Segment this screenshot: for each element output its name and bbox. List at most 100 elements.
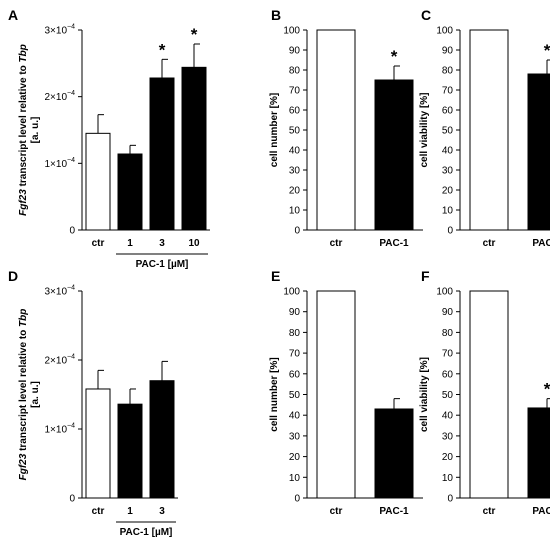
y-tick-exponent: −4 (67, 423, 75, 430)
panel-b: B 0 10 20 30 40 50 60 70 80 90 100 ctr PAC-1 * cell num… (269, 7, 423, 249)
y-tick-label: 50 (289, 390, 301, 401)
panel-f: F 0 10 20 30 40 50 60 70 80 90 100 ctr PAC-1 * cell via… (419, 268, 550, 517)
y-tick-label: 10 (289, 206, 301, 217)
bar (117, 403, 143, 499)
x-tick-label: ctr (92, 506, 105, 517)
x-tick-label: 1 (127, 506, 133, 517)
y-axis-label: Fgf23 transcript level relative to Tbp (18, 44, 29, 216)
x-tick-label: PAC-1 (379, 238, 409, 249)
bar (469, 290, 509, 499)
bar (85, 388, 111, 499)
y-tick-label: 30 (289, 431, 301, 442)
y-tick-label: 0 (294, 494, 300, 505)
significance-star: * (544, 41, 550, 60)
y-tick-label: 80 (289, 328, 301, 339)
y-tick-label: 20 (442, 186, 454, 197)
significance-star: * (159, 40, 166, 59)
bar (316, 29, 356, 231)
y-tick-base: 3×10 (44, 287, 67, 298)
x-tick-label: 3 (159, 238, 165, 249)
y-tick-label: 60 (442, 106, 454, 117)
x-tick-label: PAC-1 (532, 506, 550, 517)
bar (85, 132, 111, 231)
significance-star: * (391, 47, 398, 66)
y-tick-label: 2×10−4 (44, 90, 75, 103)
x-tick-label: ctr (330, 506, 343, 517)
y-axis-label: cell number [%] (269, 357, 280, 431)
y-tick-label: 3×10−4 (44, 24, 75, 37)
y-tick-label: 0 (294, 226, 300, 237)
y-tick-label: 40 (289, 146, 301, 157)
y-tick-exponent: −4 (67, 90, 75, 97)
x-tick-label: ctr (330, 238, 343, 249)
panel-letter: F (421, 268, 430, 284)
y-tick-label: 20 (442, 452, 454, 463)
x-tick-label: ctr (92, 238, 105, 249)
y-tick-label: 100 (436, 287, 453, 298)
y-tick-base: 3×10 (44, 26, 67, 37)
y-tick-label: 1×10−4 (44, 157, 75, 170)
y-tick-label: 0 (69, 494, 75, 505)
panel-letter: D (8, 268, 18, 284)
y-tick-label: 70 (289, 86, 301, 97)
y-tick-label: 90 (442, 307, 454, 318)
x-tick-label: 10 (188, 238, 200, 249)
y-tick-label: 80 (442, 328, 454, 339)
y-tick-base: 1×10 (44, 159, 67, 170)
y-tick-label: 100 (283, 26, 300, 37)
group-label: PAC-1 [µM] (136, 259, 189, 270)
panel-c: C 0 10 20 30 40 50 60 70 80 90 100 ctr PAC-1 * cell via… (419, 7, 550, 249)
y-tick-label: 60 (289, 106, 301, 117)
bar (149, 380, 175, 499)
y-tick-label: 50 (442, 390, 454, 401)
y-tick-label: 80 (442, 66, 454, 77)
panel-letter: A (8, 7, 18, 23)
x-tick-label: 1 (127, 238, 133, 249)
gene-name: Fgf23 (18, 189, 29, 216)
gene-name: Tbp (18, 44, 29, 62)
y-tick-label: 0 (447, 494, 453, 505)
panel-letter: E (271, 268, 280, 284)
y-tick-exponent: −4 (67, 24, 75, 31)
y-tick-label: 20 (289, 186, 301, 197)
y-tick-label: 50 (442, 126, 454, 137)
y-tick-label: 40 (442, 146, 454, 157)
y-axis-label-unit: [a. u.] (30, 381, 41, 408)
y-axis-label-unit: [a. u.] (30, 117, 41, 144)
x-tick-label: PAC-1 (379, 506, 409, 517)
y-tick-label: 100 (436, 26, 453, 37)
y-tick-label: 30 (289, 166, 301, 177)
panel-letter: B (271, 7, 281, 23)
y-tick-label: 100 (283, 287, 300, 298)
y-tick-label: 90 (289, 46, 301, 57)
y-tick-label: 70 (442, 349, 454, 360)
y-axis-label: cell viability [%] (419, 357, 430, 432)
y-axis-label: Fgf23 transcript level relative to Tbp (18, 309, 29, 481)
y-tick-label: 10 (442, 206, 454, 217)
y-tick-label: 60 (442, 369, 454, 380)
y-tick-label: 50 (289, 126, 301, 137)
bar (117, 153, 143, 231)
gene-name: Fgf23 (18, 453, 29, 480)
y-tick-label: 70 (442, 86, 454, 97)
y-tick-label: 40 (442, 411, 454, 422)
x-tick-label: PAC-1 (532, 238, 550, 249)
y-tick-label: 30 (442, 166, 454, 177)
y-tick-label: 10 (289, 473, 301, 484)
y-tick-base: 2×10 (44, 356, 67, 367)
label-text: transcript level relative to (18, 62, 29, 189)
x-tick-label: ctr (483, 238, 496, 249)
y-tick-label: 90 (442, 46, 454, 57)
bar (316, 290, 356, 499)
x-tick-label: 3 (159, 506, 165, 517)
y-tick-label: 3×10−4 (44, 285, 75, 298)
y-tick-exponent: −4 (67, 285, 75, 292)
significance-star: * (191, 25, 198, 44)
label-text: transcript level relative to (18, 327, 29, 454)
y-tick-base: 1×10 (44, 425, 67, 436)
bar (527, 407, 550, 499)
panel-e: E 0 10 20 30 40 50 60 70 80 90 100 ctr PAC-1 cell numb… (269, 268, 423, 517)
